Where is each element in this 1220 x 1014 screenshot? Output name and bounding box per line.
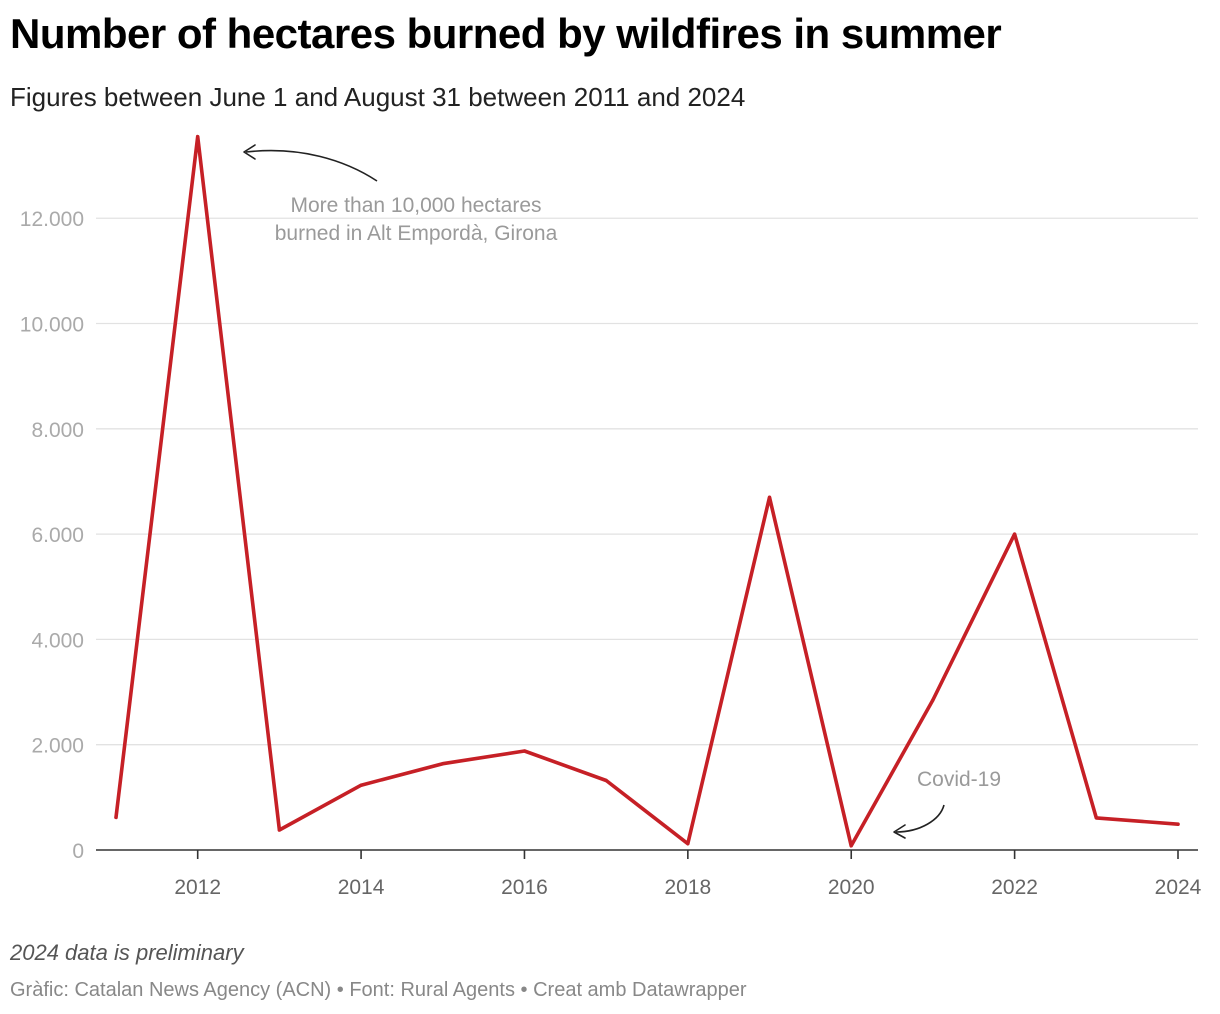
annotation-covid: Covid-19	[917, 768, 1001, 791]
data-point	[931, 698, 935, 702]
data-point	[114, 815, 118, 819]
data-point	[441, 762, 445, 766]
y-tick-label: 8.000	[31, 419, 84, 442]
y-tick-label: 6.000	[31, 524, 84, 547]
data-point	[1094, 816, 1098, 820]
arrowhead-icon	[893, 824, 906, 839]
y-tick-label: 10.000	[20, 314, 84, 337]
annotations: More than 10,000 hectares burned in Alt E…	[243, 144, 1001, 839]
data-point	[196, 135, 200, 139]
annotation-arrow-icon	[895, 804, 945, 833]
y-tick-label: 2.000	[31, 735, 84, 758]
data-point	[1176, 822, 1180, 826]
x-tick-label: 2020	[828, 876, 875, 899]
series-line	[114, 134, 1180, 848]
chart-subtitle: Figures between June 1 and August 31 bet…	[10, 82, 746, 112]
y-tick-label: 0	[72, 840, 84, 863]
source-credit: Gràfic: Catalan News Agency (ACN) • Font…	[10, 979, 747, 1001]
x-tick-label: 2014	[338, 876, 385, 899]
annotation-arrow-icon	[245, 149, 378, 182]
data-point	[686, 842, 690, 846]
y-axis-ticks: 0 2.000 4.000 6.000 8.000 10.000 12.000	[20, 208, 84, 863]
chart-title: Number of hectares burned by wildfires i…	[10, 10, 1002, 57]
arrowhead-icon	[243, 144, 256, 160]
footnote: 2024 data is preliminary	[10, 940, 244, 965]
x-tick-label: 2024	[1155, 876, 1202, 899]
data-point	[767, 495, 772, 499]
x-tick-label: 2022	[991, 876, 1038, 899]
series-layer	[114, 134, 1180, 848]
data-point	[1013, 532, 1017, 536]
data-point	[604, 778, 608, 783]
y-tick-label: 4.000	[31, 629, 84, 652]
y-tick-label: 12.000	[20, 208, 84, 231]
data-point	[277, 828, 281, 832]
x-axis: 2012 2014 2016 2018 2020 2022 2024	[96, 849, 1202, 899]
x-tick-label: 2012	[174, 876, 221, 899]
x-tick-label: 2016	[501, 876, 548, 899]
annotation-wildfire-2012: More than 10,000 hectares burned in Alt E…	[275, 194, 558, 245]
x-tick-label: 2018	[664, 876, 711, 899]
data-point	[359, 783, 363, 787]
data-point	[849, 844, 853, 848]
data-point	[522, 749, 527, 753]
